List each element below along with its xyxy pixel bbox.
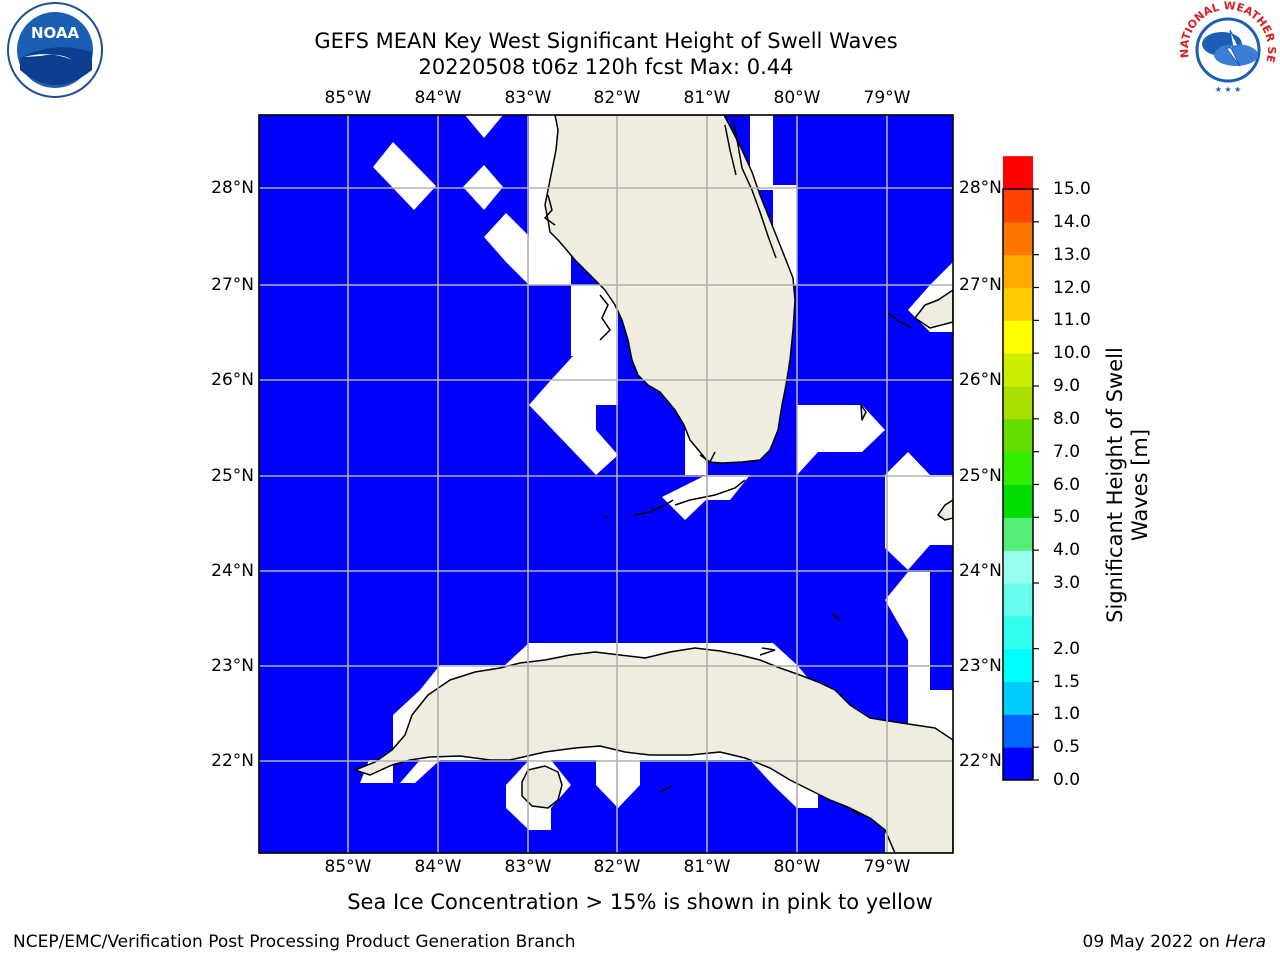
lon-tick-bottom: 81°W xyxy=(683,857,731,877)
colorbar-tick-label: 3.0 xyxy=(1053,573,1081,593)
lat-tick-right: 26°N xyxy=(959,370,1002,390)
lat-tick-right: 25°N xyxy=(959,466,1002,486)
lon-tick-bottom: 83°W xyxy=(504,857,552,877)
lon-tick-top: 83°W xyxy=(504,88,552,108)
graticule xyxy=(259,115,953,853)
lon-tick-top: 85°W xyxy=(324,88,372,108)
colorbar-segment xyxy=(1003,747,1033,781)
footer-date: 09 May 2022 on Hera xyxy=(1083,932,1267,952)
lon-tick-bottom: 80°W xyxy=(773,857,821,877)
lat-tick-left: 26°N xyxy=(211,370,254,390)
lat-tick-left: 22°N xyxy=(211,751,254,771)
colorbar-segment xyxy=(1003,714,1033,748)
lon-tick-bottom: 82°W xyxy=(593,857,641,877)
colorbar-segment xyxy=(1003,254,1033,288)
bahamas-andros-2 xyxy=(937,499,953,521)
colorbar-tick-label: 0.5 xyxy=(1053,737,1081,758)
colorbar xyxy=(1002,156,1039,781)
colorbar-segment xyxy=(1003,615,1033,650)
lon-tick-bottom: 85°W xyxy=(324,857,372,877)
colorbar-segment xyxy=(1003,353,1033,387)
colorbar-segment xyxy=(1003,451,1033,485)
lat-tick-left: 27°N xyxy=(211,275,254,295)
map-frame xyxy=(258,114,954,854)
colorbar-segment xyxy=(1003,418,1033,453)
colorbar-tick-label: 0.0 xyxy=(1053,770,1081,790)
colorbar-tick-label: 8.0 xyxy=(1053,408,1081,429)
lat-tick-right: 27°N xyxy=(959,275,1002,295)
lon-tick-top: 84°W xyxy=(414,88,462,108)
colorbar-title: Significant Height of Swell Waves [m] xyxy=(1103,347,1152,623)
colorbar-tick-label: 9.0 xyxy=(1053,376,1081,396)
lat-tick-right: 28°N xyxy=(959,178,1002,198)
colorbar-tick-label: 2.0 xyxy=(1053,638,1081,659)
cuba-landmass xyxy=(354,647,953,853)
sea-ice-note: Sea Ice Concentration > 15% is shown in … xyxy=(347,890,933,914)
footer-credit: NCEP/EMC/Verification Post Processing Pr… xyxy=(13,932,576,952)
noaa-logo-text: NOAA xyxy=(31,24,80,42)
lat-tick-left: 23°N xyxy=(211,656,254,676)
footer-date-text: 09 May 2022 on xyxy=(1082,932,1226,952)
colorbar-tick-label: 6.0 xyxy=(1053,474,1081,495)
isle-of-youth xyxy=(521,765,563,809)
colorbar-tick-label: 1.5 xyxy=(1053,671,1081,692)
colorbar-tick-label: 10.0 xyxy=(1053,343,1091,364)
colorbar-segment xyxy=(1003,583,1033,617)
colorbar-tick-label: 5.0 xyxy=(1053,507,1081,528)
chart-subtitle: 20220508 t06z 120h fcst Max: 0.44 xyxy=(418,55,794,79)
colorbar-segment xyxy=(1003,287,1033,321)
lat-tick-left: 28°N xyxy=(211,178,254,198)
lat-tick-left: 24°N xyxy=(211,561,254,581)
lon-tick-bottom: 84°W xyxy=(414,857,462,877)
lat-tick-right: 24°N xyxy=(959,561,1002,581)
land-masses xyxy=(354,115,953,853)
svg-text:★ ★ ★: ★ ★ ★ xyxy=(1215,85,1242,94)
colorbar-tick-label: 7.0 xyxy=(1053,441,1081,462)
colorbar-tick-label: 15.0 xyxy=(1053,179,1091,199)
colorbar-segment xyxy=(1003,484,1033,518)
colorbar-segment xyxy=(1003,517,1033,551)
florida-landmass xyxy=(544,115,796,464)
colorbar-segment xyxy=(1003,320,1033,354)
lon-tick-top: 81°W xyxy=(683,88,731,108)
left-lat-ticks: 28°N 27°N 26°N 25°N 24°N 23°N 22°N xyxy=(0,0,254,960)
colorbar-segment xyxy=(1003,550,1033,584)
colorbar-tick-label: 14.0 xyxy=(1053,211,1091,232)
colorbar-segment xyxy=(1003,648,1033,682)
bahamas-small xyxy=(860,404,867,421)
lon-tick-top: 79°W xyxy=(863,88,911,108)
lon-tick-bottom: 79°W xyxy=(863,857,911,877)
chart-title: GEFS MEAN Key West Significant Height of… xyxy=(314,29,898,53)
map-area xyxy=(259,115,953,853)
lat-tick-right: 23°N xyxy=(959,656,1002,676)
lon-tick-top: 80°W xyxy=(773,88,821,108)
colorbar-segment xyxy=(1003,681,1033,715)
colorbar-tick-label: 4.0 xyxy=(1053,540,1081,561)
colorbar-tick-label: 1.0 xyxy=(1053,704,1081,725)
colorbar-tick-label: 12.0 xyxy=(1053,277,1091,298)
colorbar-segment xyxy=(1003,221,1033,256)
bahamas-andros xyxy=(914,289,953,329)
colorbar-segment xyxy=(1003,156,1033,190)
colorbar-segment xyxy=(1003,386,1033,420)
colorbar-tick-label: 11.0 xyxy=(1053,310,1091,331)
footer-host: Hera xyxy=(1225,932,1266,952)
lat-tick-left: 25°N xyxy=(211,466,254,486)
noaa-logo: NOAA xyxy=(7,2,103,98)
colorbar-segment xyxy=(1003,189,1033,223)
colorbar-tick-label: 13.0 xyxy=(1053,244,1091,265)
lon-tick-top: 82°W xyxy=(593,88,641,108)
lat-tick-right: 22°N xyxy=(959,751,1002,771)
